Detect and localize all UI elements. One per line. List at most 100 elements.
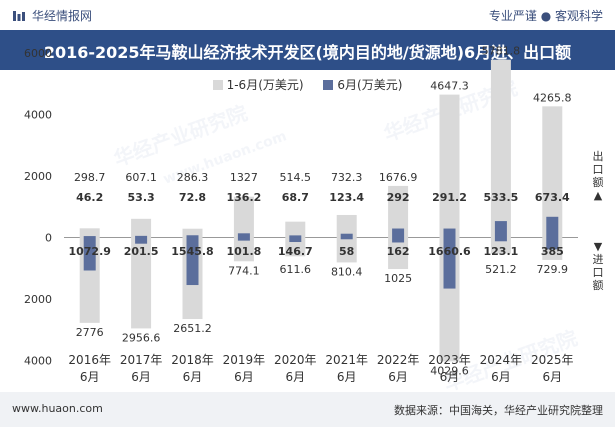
- data-label-cumulative-import: 729.9: [537, 263, 569, 276]
- data-label-cumulative-import: 611.6: [280, 263, 312, 276]
- x-tick-label-month: 6月: [491, 370, 511, 384]
- bar-june-import: [237, 237, 250, 241]
- bar-cumulative-export: [388, 185, 409, 238]
- footer-website[interactable]: www.huaon.com: [12, 402, 103, 415]
- data-label-cumulative-export: 286.3: [177, 171, 209, 184]
- data-label-june-export: 53.3: [128, 191, 155, 204]
- x-tick-label-month: 6月: [183, 370, 203, 384]
- x-tick-label-year: 2022年: [377, 353, 420, 367]
- side-label-export: 出口额▲: [592, 150, 604, 202]
- bar-cumulative-export: [439, 94, 460, 238]
- bar-cumulative-export: [79, 228, 100, 238]
- data-label-june-import: 385: [541, 245, 564, 258]
- x-tick-label-month: 6月: [542, 370, 562, 384]
- data-label-cumulative-export: 514.5: [280, 171, 312, 184]
- data-label-cumulative-export: 4647.3: [430, 80, 469, 93]
- bar-june-export: [186, 235, 199, 238]
- data-label-cumulative-import: 774.1: [228, 264, 260, 277]
- bar-june-export: [494, 221, 507, 238]
- bar-cumulative-import: [285, 237, 306, 257]
- data-label-june-export: 68.7: [282, 191, 309, 204]
- bar-june-export: [546, 216, 559, 238]
- data-label-june-export: 46.2: [76, 191, 103, 204]
- data-label-june-import: 1545.8: [171, 245, 213, 258]
- title-bar: 2016-2025年马鞍山经济技术开发区(境内目的地/货源地)6月进、出口额: [0, 30, 615, 70]
- bar-june-export: [289, 235, 302, 238]
- bar-june-import: [392, 237, 405, 243]
- bar-june-import: [443, 237, 456, 289]
- bar-june-export: [392, 228, 405, 238]
- brand-logo-icon: [13, 10, 25, 21]
- x-tick-label-month: 6月: [80, 370, 100, 384]
- legend-item-cumulative[interactable]: 1-6月(万美元): [212, 76, 304, 93]
- chart-svg: 80006000400020000200040006000298.746.210…: [24, 45, 578, 384]
- y-tick-label: 2000: [24, 170, 52, 183]
- data-label-june-import: 201.5: [124, 245, 159, 258]
- legend-item-june[interactable]: 6月(万美元): [323, 76, 402, 93]
- bar-june-export: [443, 228, 456, 238]
- data-label-june-export: 292: [387, 191, 410, 204]
- data-label-june-export: 533.5: [484, 191, 519, 204]
- x-tick-label-month: 6月: [440, 370, 460, 384]
- data-label-cumulative-export: 4265.8: [533, 91, 572, 104]
- slogan: 专业严谨 ● 客观科学: [488, 9, 603, 23]
- bar-june-import: [340, 237, 353, 240]
- chart-title: 2016-2025年马鞍山经济技术开发区(境内目的地/货源地)6月进、出口额: [43, 43, 572, 62]
- bar-cumulative-import: [336, 237, 357, 263]
- data-label-cumulative-export: 298.7: [74, 171, 106, 184]
- data-label-june-import: 101.8: [227, 245, 262, 258]
- data-label-cumulative-export: 1327: [230, 171, 258, 184]
- x-tick-label-year: 2021年: [325, 353, 368, 367]
- legend-label-june: 6月(万美元): [337, 78, 403, 92]
- data-label-cumulative-export: 5781.8: [482, 45, 521, 58]
- data-label-cumulative-import: 2776: [76, 326, 104, 339]
- data-label-june-import: 58: [339, 245, 354, 258]
- bar-cumulative-export: [233, 196, 254, 238]
- data-label-june-export: 291.2: [432, 191, 467, 204]
- data-label-cumulative-import: 1025: [384, 272, 412, 285]
- footer: www.huaon.com 数据来源：中国海关，华经产业研究院整理: [0, 392, 615, 427]
- x-tick-label-year: 2020年: [274, 353, 317, 367]
- y-tick-label: 4000: [24, 109, 52, 122]
- x-tick-label-year: 2023年: [428, 353, 471, 367]
- bar-cumulative-export: [285, 221, 306, 238]
- bar-june-import: [83, 237, 96, 271]
- chart-legend: 1-6月(万美元) 6月(万美元): [0, 76, 615, 93]
- data-label-june-import: 1660.6: [428, 245, 471, 258]
- x-tick-label-year: 2019年: [223, 353, 266, 367]
- brand[interactable]: 华经情报网: [12, 7, 92, 24]
- legend-swatch-june: [323, 79, 334, 90]
- side-label-import: ▼进口额: [592, 240, 604, 292]
- data-label-june-import: 1072.9: [68, 245, 110, 258]
- data-label-cumulative-import: 810.4: [331, 265, 363, 278]
- data-label-cumulative-export: 732.3: [331, 171, 363, 184]
- data-label-june-export: 123.4: [329, 191, 364, 204]
- data-label-cumulative-export: 607.1: [125, 171, 157, 184]
- bar-cumulative-import: [131, 237, 152, 329]
- y-tick-label: 6000: [24, 47, 52, 60]
- bar-cumulative-export: [490, 59, 511, 238]
- y-tick-label: 2000: [24, 293, 52, 306]
- data-label-cumulative-export: 1676.9: [379, 171, 418, 184]
- data-label-cumulative-import: 2651.2: [173, 322, 212, 335]
- bar-june-import: [494, 237, 507, 242]
- legend-swatch-cumulative: [212, 79, 223, 90]
- bar-june-export: [83, 236, 96, 238]
- bar-june-export: [237, 233, 250, 238]
- data-label-june-import: 146.7: [278, 245, 313, 258]
- bar-june-import: [546, 237, 559, 250]
- y-tick-label: 0: [45, 232, 52, 245]
- bar-cumulative-export: [336, 214, 357, 238]
- bar-cumulative-export: [542, 106, 563, 238]
- x-tick-label-year: 2016年: [68, 353, 111, 367]
- bar-cumulative-import: [233, 237, 254, 262]
- footer-source: 数据来源：中国海关，华经产业研究院整理: [394, 404, 603, 417]
- x-tick-label-month: 6月: [131, 370, 151, 384]
- bar-cumulative-export: [131, 218, 152, 238]
- top-bar: 华经情报网 专业严谨 ● 客观科学: [0, 0, 615, 30]
- data-label-june-export: 136.2: [227, 191, 262, 204]
- x-tick-label-month: 6月: [285, 370, 305, 384]
- data-label-cumulative-import: 521.2: [485, 263, 517, 276]
- x-tick-label-month: 6月: [337, 370, 357, 384]
- bar-cumulative-import: [490, 237, 511, 254]
